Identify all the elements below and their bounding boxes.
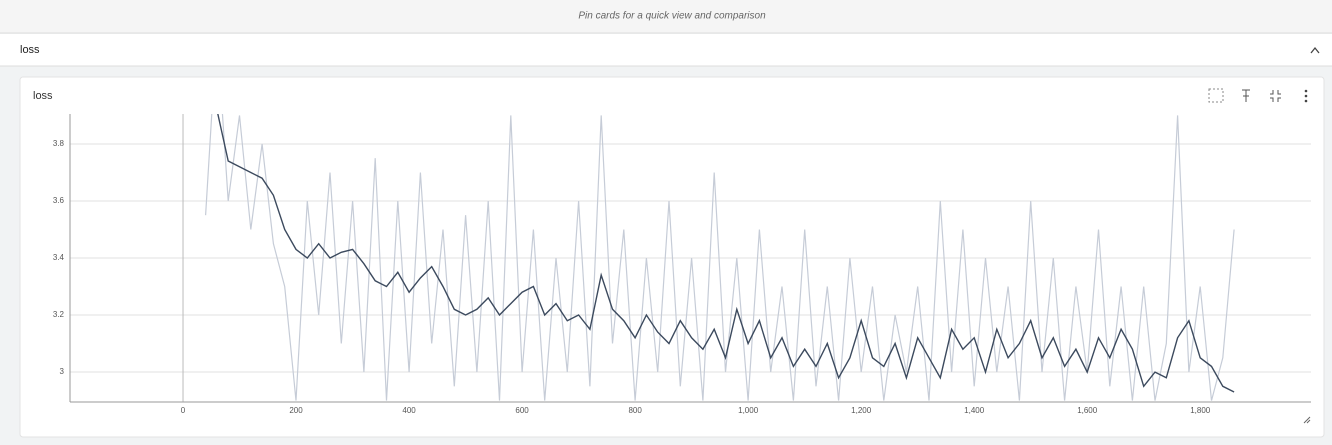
x-tick-label: 600 [515, 406, 529, 415]
menu-icon[interactable] [1304, 89, 1308, 103]
line-series [205, 114, 1235, 401]
collapse-icon[interactable] [1310, 46, 1320, 54]
series-group [205, 114, 1235, 401]
banner-text: Pin cards for a quick view and compariso… [578, 11, 766, 22]
x-tick-label: 1,200 [851, 406, 872, 415]
section-header[interactable] [0, 34, 1332, 66]
x-tick-label: 1,000 [738, 406, 759, 415]
card-title: loss [33, 90, 53, 102]
y-tick-label: 3.4 [53, 253, 65, 262]
banner-bar [0, 0, 1332, 33]
x-tick-label: 1,800 [1190, 406, 1211, 415]
y-tick-label: 3 [60, 367, 65, 376]
x-tick-label: 800 [628, 406, 642, 415]
y-tick-label: 3.6 [53, 196, 65, 205]
pin-icon[interactable] [1242, 89, 1250, 102]
y-tick-label: 3.2 [53, 310, 65, 319]
section-title: loss [20, 44, 40, 56]
resize-handle[interactable] [1303, 416, 1311, 424]
x-tick-label: 0 [181, 406, 186, 415]
fit-icon[interactable] [1270, 90, 1281, 102]
x-tick-label: 1,600 [1077, 406, 1098, 415]
x-tick-label: 1,400 [964, 406, 985, 415]
x-tick-label: 200 [289, 406, 303, 415]
y-tick-label: 3.8 [53, 139, 65, 148]
line-series [217, 114, 1235, 393]
x-tick-label: 400 [402, 406, 416, 415]
fullscreen-icon[interactable] [1208, 88, 1224, 103]
plot: 3 3.2 3.4 3.6 3.8 0 200 400 600 800 1,000 1,200 1,40… [53, 114, 1311, 415]
